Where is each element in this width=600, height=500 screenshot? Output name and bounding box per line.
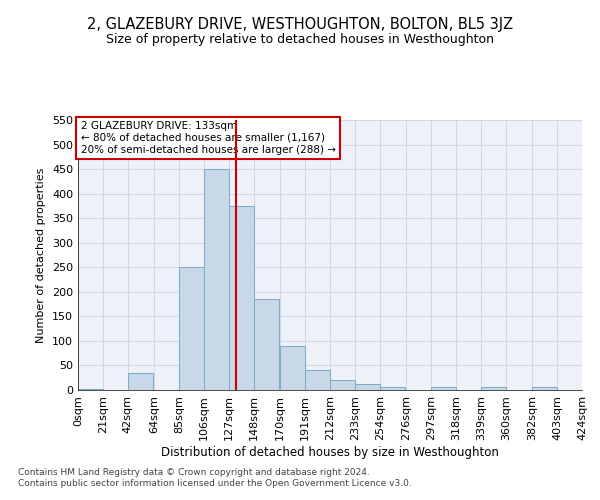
- Bar: [431, 387, 456, 390]
- Bar: [532, 387, 557, 390]
- Bar: [330, 380, 355, 390]
- Y-axis label: Number of detached properties: Number of detached properties: [37, 168, 46, 342]
- Text: Distribution of detached houses by size in Westhoughton: Distribution of detached houses by size …: [161, 446, 499, 459]
- Bar: [380, 387, 404, 390]
- Text: 2, GLAZEBURY DRIVE, WESTHOUGHTON, BOLTON, BL5 3JZ: 2, GLAZEBURY DRIVE, WESTHOUGHTON, BOLTON…: [87, 18, 513, 32]
- Bar: [78, 388, 103, 390]
- Bar: [254, 299, 278, 390]
- Bar: [179, 268, 204, 390]
- Bar: [280, 346, 305, 390]
- Bar: [481, 387, 506, 390]
- Bar: [355, 384, 380, 390]
- Bar: [204, 169, 229, 390]
- Text: Contains HM Land Registry data © Crown copyright and database right 2024.
Contai: Contains HM Land Registry data © Crown c…: [18, 468, 412, 487]
- Bar: [305, 370, 330, 390]
- Text: Size of property relative to detached houses in Westhoughton: Size of property relative to detached ho…: [106, 32, 494, 46]
- Bar: [128, 373, 152, 390]
- Text: 2 GLAZEBURY DRIVE: 133sqm
← 80% of detached houses are smaller (1,167)
20% of se: 2 GLAZEBURY DRIVE: 133sqm ← 80% of detac…: [80, 122, 335, 154]
- Bar: [229, 206, 254, 390]
